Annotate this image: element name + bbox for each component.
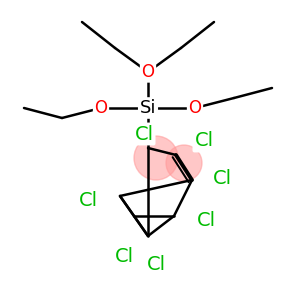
Circle shape <box>166 145 202 181</box>
Text: Cl: Cl <box>196 211 216 230</box>
Circle shape <box>134 136 178 180</box>
Text: Cl: Cl <box>134 124 154 143</box>
Text: O: O <box>188 99 202 117</box>
Text: Cl: Cl <box>114 247 134 266</box>
Text: O: O <box>142 63 154 81</box>
Text: Cl: Cl <box>78 190 98 209</box>
Text: O: O <box>94 99 107 117</box>
Text: Si: Si <box>140 99 156 117</box>
Text: Cl: Cl <box>212 169 232 188</box>
Text: Cl: Cl <box>146 254 166 274</box>
Text: Cl: Cl <box>194 131 214 151</box>
